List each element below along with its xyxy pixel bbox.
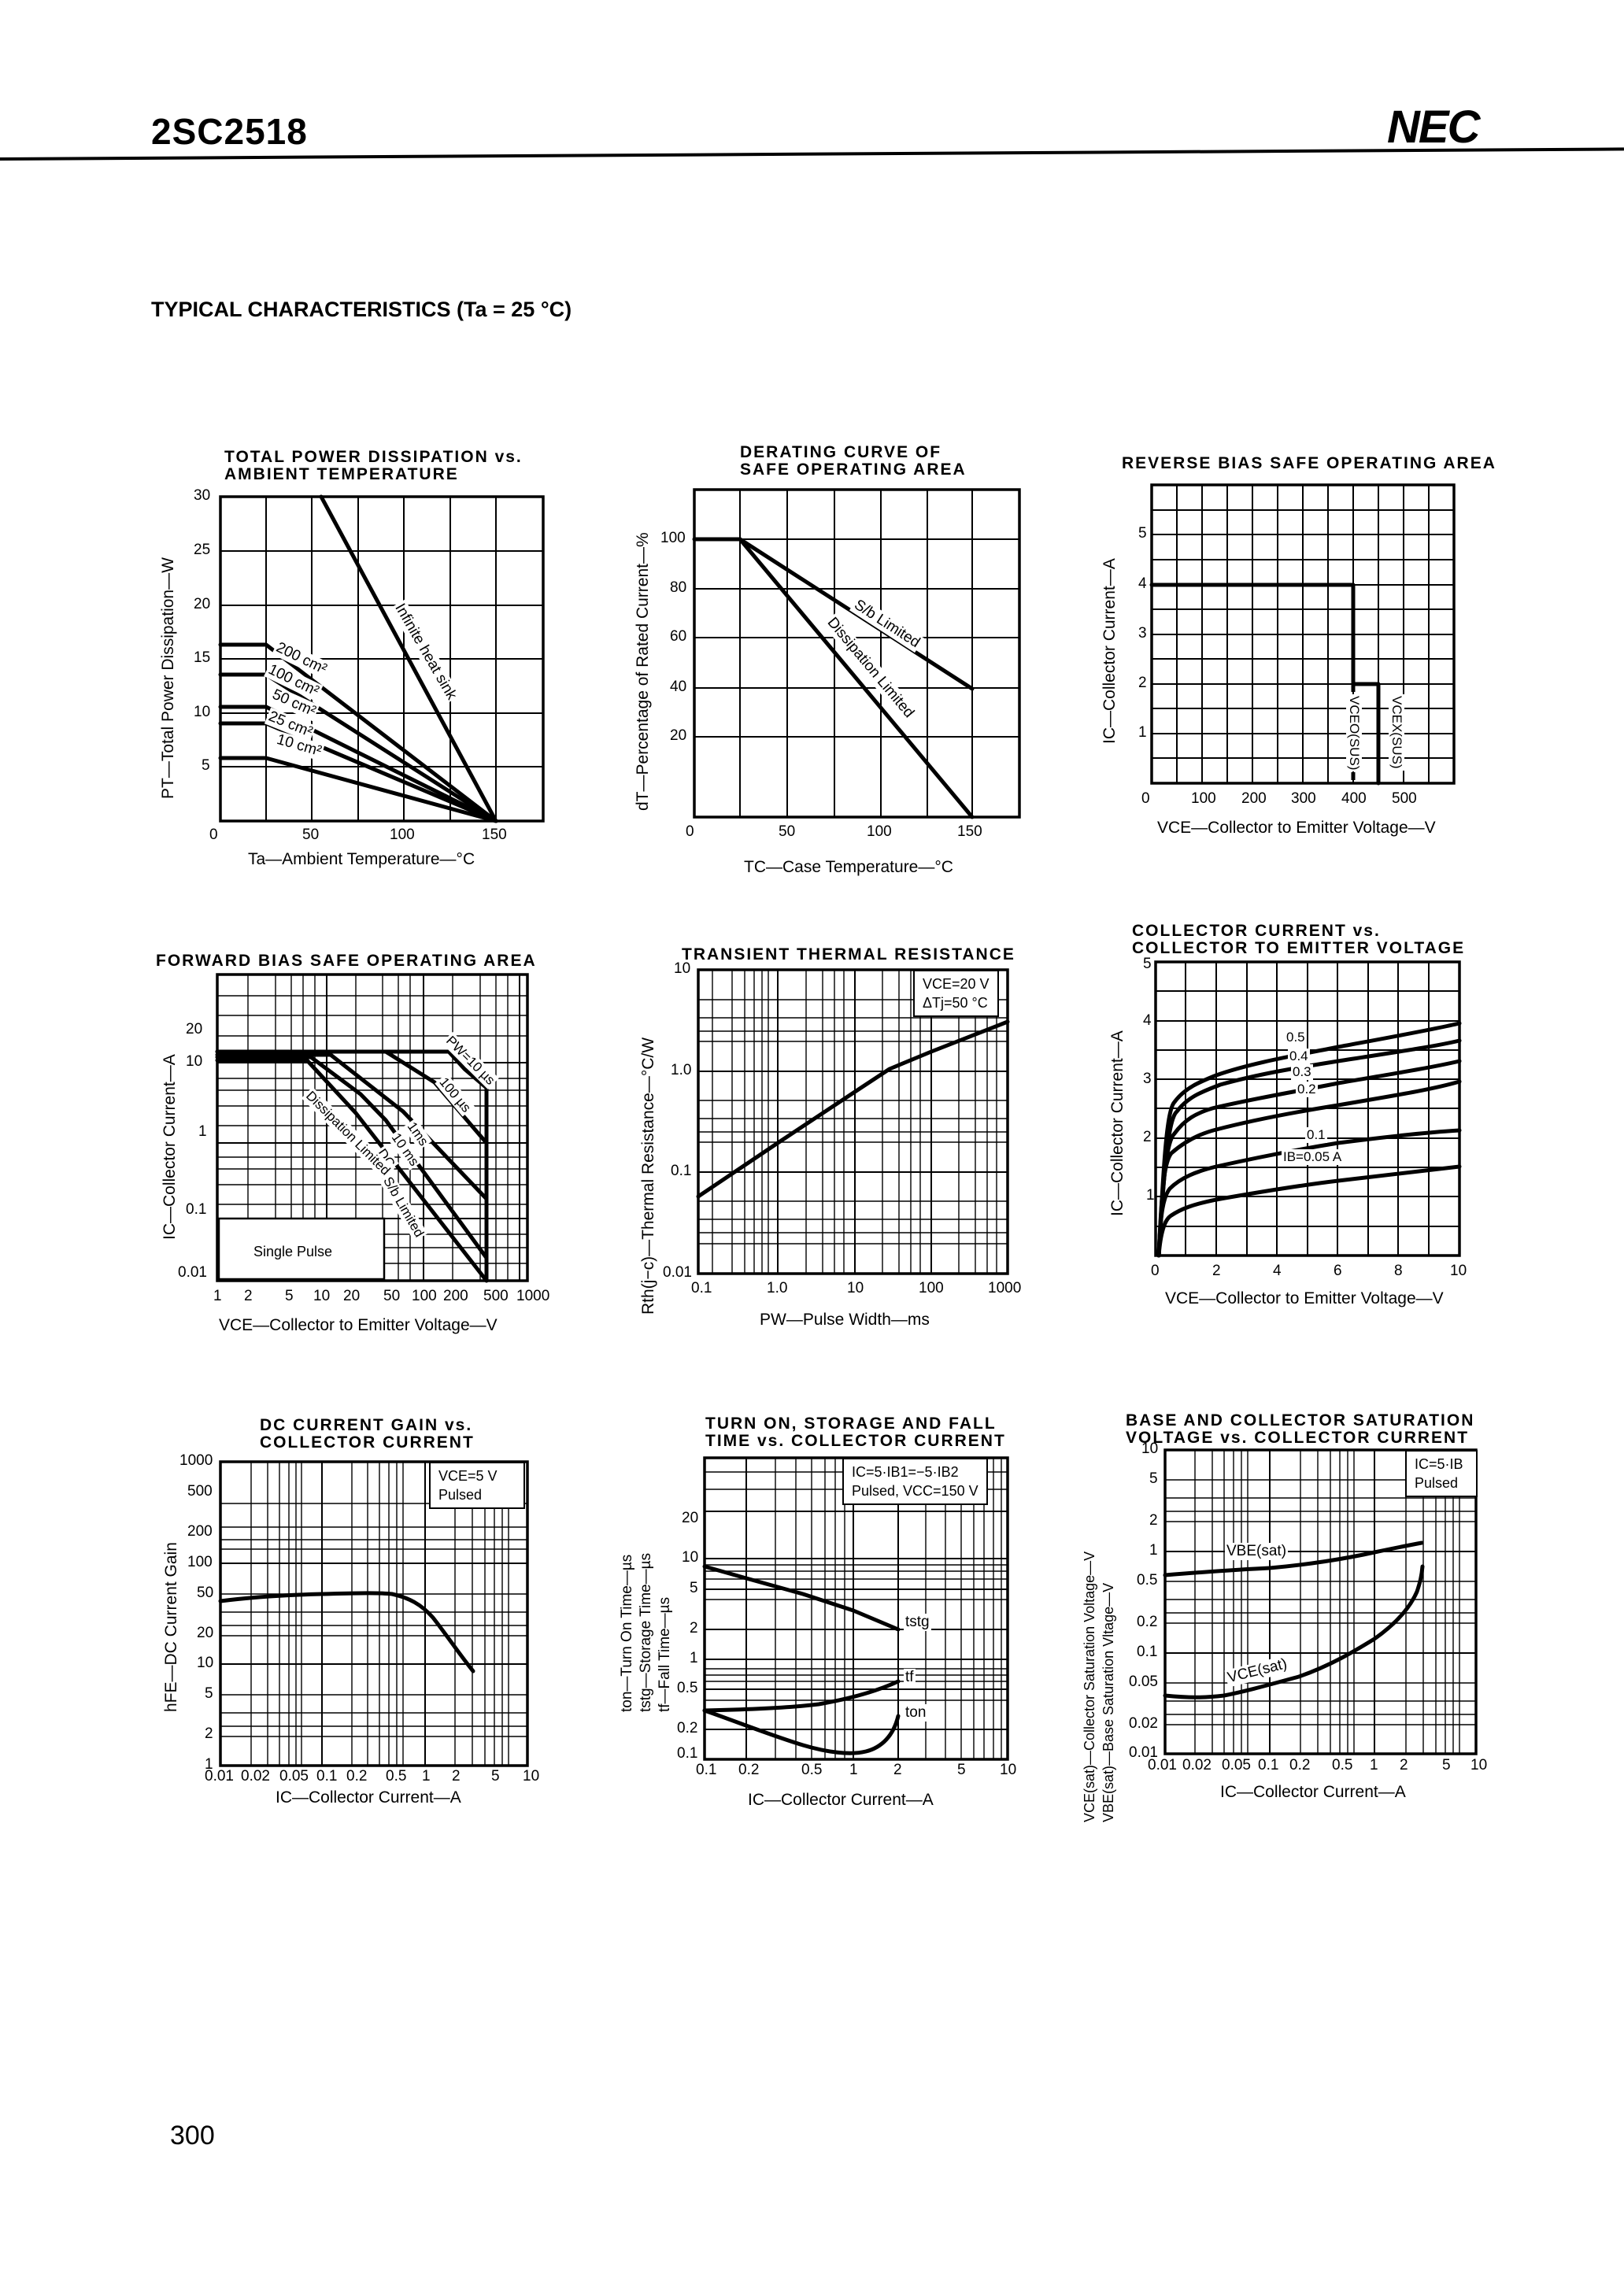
curve-label: VCEX(SUS) bbox=[1389, 694, 1404, 771]
conditions-note: IC=5·IB Pulsed bbox=[1405, 1450, 1478, 1497]
chart-title: TURN ON, STORAGE AND FALL TIME vs. COLLEC… bbox=[705, 1415, 1006, 1450]
plot-area bbox=[1163, 1448, 1478, 1755]
curve-label: ton bbox=[904, 1704, 928, 1722]
x-axis-label: Ta—Ambient Temperature—°C bbox=[248, 850, 475, 868]
chart-reverse-bias-soa: REVERSE BIAS SAFE OPERATING AREA 5 4 3 2… bbox=[1094, 441, 1567, 866]
plot-area bbox=[1154, 960, 1462, 1258]
brand-logo: NEC bbox=[1387, 102, 1480, 153]
chart-title: DERATING CURVE OF SAFE OPERATING AREA bbox=[740, 443, 967, 479]
x-axis-label: IC—Collector Current—A bbox=[748, 1791, 934, 1809]
conditions-note: VCE=5 V Pulsed bbox=[429, 1462, 525, 1509]
curve-label: tf bbox=[904, 1669, 916, 1686]
x-axis-label: PW—Pulse Width—ms bbox=[760, 1311, 930, 1329]
curve-label: 0.3 bbox=[1291, 1064, 1313, 1080]
y-axis-label: Rth(j−c)—Thermal Resistance—°C/W bbox=[639, 1037, 657, 1315]
curve-label: IB=0.05 A bbox=[1282, 1149, 1344, 1165]
chart-saturation-voltage: BASE AND COLLECTOR SATURATION VOLTAGE vs.… bbox=[1078, 1401, 1551, 1842]
chart-switching-times: TURN ON, STORAGE AND FALL TIME vs. COLLEC… bbox=[614, 1401, 1071, 1826]
chart-title: TRANSIENT THERMAL RESISTANCE bbox=[682, 945, 1015, 963]
conditions-note: VCE=20 V ΔTj=50 °C bbox=[913, 970, 999, 1017]
chart-total-power-dissipation: TOTAL POWER DISSIPATION vs. AMBIENT TEMPE… bbox=[150, 441, 590, 868]
curve-label: 0.5 bbox=[1285, 1030, 1307, 1045]
y-axis-label-tstg: tstg—Storage Time—µs bbox=[638, 1552, 654, 1712]
x-axis-label: VCE—Collector to Emitter Voltage—V bbox=[1157, 819, 1436, 837]
plot-area bbox=[1149, 483, 1456, 786]
chart-title: REVERSE BIAS SAFE OPERATING AREA bbox=[1122, 454, 1496, 472]
part-number: 2SC2518 bbox=[151, 111, 308, 152]
curve-label: tstg bbox=[904, 1614, 931, 1631]
x-axis-label: IC—Collector Current—A bbox=[276, 1788, 461, 1807]
page-number: 300 bbox=[170, 2121, 215, 2151]
plot-area bbox=[702, 1456, 1009, 1761]
chart-derating-curve: DERATING CURVE OF SAFE OPERATING AREA 100… bbox=[626, 441, 1067, 876]
chart-title: TOTAL POWER DISSIPATION vs. AMBIENT TEMPE… bbox=[224, 448, 523, 483]
curve-label: VCEO(SUS) bbox=[1346, 694, 1362, 772]
x-axis-label: IC—Collector Current—A bbox=[1220, 1783, 1406, 1801]
curve-label: VBE(sat) bbox=[1225, 1543, 1289, 1560]
plot-area bbox=[696, 968, 1010, 1275]
chart-title: FORWARD BIAS SAFE OPERATING AREA bbox=[156, 952, 537, 970]
y-axis-label: IC—Collector Current—A bbox=[1108, 1030, 1126, 1216]
chart-title: DC CURRENT GAIN vs. COLLECTOR CURRENT bbox=[260, 1416, 475, 1452]
conditions-note: IC=5·IB1=−5·IB2 Pulsed, VCC=150 V bbox=[842, 1458, 988, 1505]
x-axis-label: TC—Case Temperature—°C bbox=[744, 858, 953, 876]
chart-title: COLLECTOR CURRENT vs. COLLECTOR TO EMITTE… bbox=[1132, 922, 1466, 957]
y-axis-label: hFE—DC Current Gain bbox=[162, 1542, 180, 1712]
y-axis-label: IC—Collector Current—A bbox=[1101, 558, 1119, 744]
x-axis-label: VCE—Collector to Emitter Voltage—V bbox=[219, 1316, 498, 1334]
single-pulse-note: Single Pulse bbox=[253, 1244, 333, 1259]
section-title: TYPICAL CHARACTERISTICS (Ta = 25 °C) bbox=[151, 298, 572, 321]
chart-forward-bias-soa: FORWARD BIAS SAFE OPERATING AREA bbox=[150, 937, 606, 1362]
curve-label: 0.1 bbox=[1305, 1127, 1327, 1143]
chart-title: BASE AND COLLECTOR SATURATION VOLTAGE vs.… bbox=[1126, 1411, 1475, 1447]
plot-area bbox=[215, 973, 529, 1283]
y-axis-label: IC—Collector Current—A bbox=[161, 1054, 179, 1240]
y-axis-label: dT—Percentage of Rated Current—% bbox=[634, 532, 652, 811]
chart-transient-thermal-resistance: TRANSIENT THERMAL RESISTANCE VCE=2 bbox=[630, 929, 1086, 1354]
y-axis-label-ton: ton—Turn On Time—µs bbox=[619, 1554, 635, 1712]
chart-dc-current-gain: DC CURRENT GAIN vs. COLLECTOR CURRENT V bbox=[150, 1401, 606, 1826]
y-axis-label-vce-sat: VCE(sat)—Collector Saturation Voltage—V bbox=[1082, 1551, 1097, 1822]
plot-area bbox=[218, 494, 545, 823]
y-axis-label: PT—Total Power Dissipation—W bbox=[159, 557, 177, 799]
y-axis-label-tf: tf—Fall Time—µs bbox=[657, 1596, 673, 1712]
y-axis-label-vbe-sat: VBE(sat)—Base Saturation Vltage—V bbox=[1101, 1582, 1116, 1822]
plot-area bbox=[218, 1460, 529, 1767]
chart-collector-current-vs-vce: COLLECTOR CURRENT vs. COLLECTOR TO EMITTE… bbox=[1102, 913, 1574, 1354]
x-axis-label: VCE—Collector to Emitter Voltage—V bbox=[1165, 1289, 1444, 1307]
curve-label: 0.2 bbox=[1296, 1082, 1318, 1097]
curve-label: 0.4 bbox=[1288, 1048, 1310, 1064]
